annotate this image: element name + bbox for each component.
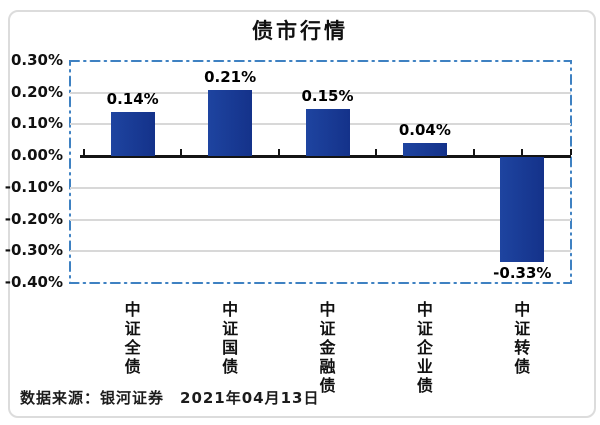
gridline	[70, 186, 571, 189]
bar	[208, 89, 253, 157]
bar	[305, 108, 350, 157]
x-axis-label: 中证转债	[509, 300, 535, 376]
x-axis-label-char: 债	[319, 376, 336, 395]
gridline	[70, 91, 571, 94]
axis-tick	[570, 149, 572, 156]
x-axis-label-char: 证	[124, 319, 141, 338]
x-axis-label-char: 证	[319, 319, 336, 338]
x-axis-label-char: 企	[416, 338, 433, 357]
zero-axis-line	[80, 155, 571, 159]
x-axis-label-char: 中	[124, 300, 141, 319]
axis-tick	[83, 149, 85, 156]
x-axis-label-char: 债	[416, 376, 433, 395]
x-axis-label-char: 证	[514, 319, 531, 338]
y-axis-tick-label: 0.10%	[10, 114, 63, 133]
x-axis-label-char: 融	[319, 357, 336, 376]
data-source-text: 数据来源：银河证券 2021年04月13日	[20, 389, 320, 407]
bar-value-label: -0.33%	[493, 263, 552, 282]
x-axis-label-char: 证	[222, 319, 239, 338]
x-axis-label-char: 转	[514, 338, 531, 357]
x-axis-label: 中证企业债	[412, 300, 438, 395]
bar	[500, 157, 545, 262]
x-axis-label-char: 中	[514, 300, 531, 319]
x-axis-label: 中证金融债	[315, 300, 341, 395]
chart-frame	[8, 10, 596, 418]
y-axis-tick-label: 0.20%	[10, 82, 63, 101]
x-axis-label-char: 证	[416, 319, 433, 338]
gridline	[70, 218, 571, 221]
bar-value-label: 0.04%	[398, 121, 451, 140]
x-axis-label: 中证全债	[120, 300, 146, 376]
x-axis-label: 中证国债	[217, 300, 243, 376]
x-axis-label-char: 中	[222, 300, 239, 319]
y-axis-tick-label: -0.30%	[4, 241, 63, 260]
plot-border	[69, 60, 572, 284]
chart-title: 债市行情	[252, 19, 348, 43]
bar-value-label: 0.14%	[106, 89, 159, 108]
y-axis-tick-label: -0.10%	[4, 177, 63, 196]
x-axis-label-char: 中	[416, 300, 433, 319]
x-axis-label-char: 债	[222, 357, 239, 376]
axis-tick	[472, 149, 475, 156]
x-axis-label-char: 债	[124, 357, 141, 376]
gridline	[70, 250, 571, 253]
bar	[402, 143, 447, 157]
x-axis-label-char: 债	[514, 357, 531, 376]
x-axis-label-char: 金	[319, 338, 336, 357]
axis-tick	[180, 149, 183, 156]
y-axis-tick-label: 0.30%	[10, 51, 63, 69]
bar	[110, 111, 155, 157]
x-axis-label-char: 国	[222, 338, 239, 357]
x-axis-label-char: 中	[319, 300, 336, 319]
axis-tick	[521, 149, 524, 156]
x-axis-label-char: 业	[416, 357, 433, 376]
y-axis-tick-label: 0.00%	[10, 146, 63, 165]
axis-tick	[375, 149, 378, 156]
bar-value-label: 0.15%	[301, 86, 354, 105]
x-axis-label-char: 全	[124, 338, 141, 357]
axis-tick	[277, 149, 280, 156]
y-axis-tick-label: -0.40%	[4, 273, 63, 291]
bar-value-label: 0.21%	[204, 67, 257, 86]
y-axis-tick-label: -0.20%	[4, 209, 63, 228]
